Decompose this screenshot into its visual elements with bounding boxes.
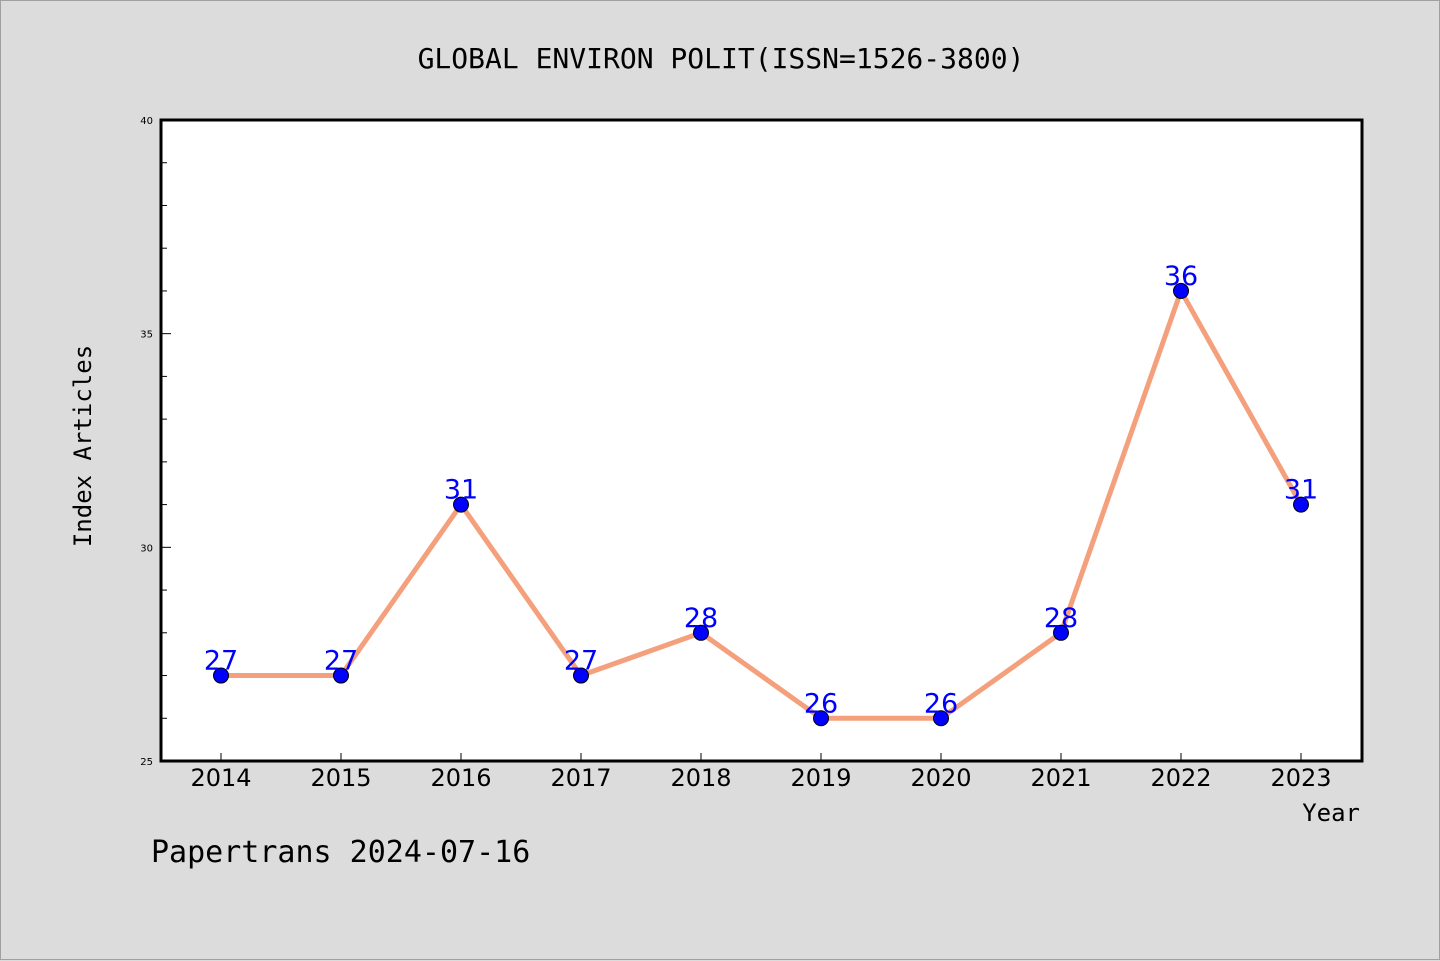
y-tick-label: 40: [140, 116, 153, 127]
data-label: 27: [204, 646, 238, 677]
data-label: 36: [1164, 261, 1198, 292]
x-tick-label: 2017: [550, 764, 611, 792]
data-point: [213, 667, 229, 684]
data-point: [573, 667, 589, 684]
y-tick-label: 30: [140, 543, 153, 554]
x-tick-label: 2018: [670, 764, 731, 792]
x-axis: 2014 2015 2016 2017 2018 2019 2020 2021 2022 2023: [190, 753, 1332, 792]
series-line: [218, 288, 1304, 721]
series-layer: 27 27 31 27 28 26 26 28 36 31: [204, 261, 1318, 727]
x-tick-label: 2022: [1150, 764, 1211, 792]
data-label: 28: [1044, 603, 1078, 634]
y-tick-label: 35: [140, 330, 153, 341]
data-label: 31: [1284, 475, 1318, 506]
chart-title: GLOBAL ENVIRON POLIT(ISSN=1526-3800): [418, 42, 1025, 75]
data-label: 27: [324, 646, 358, 677]
data-label: 31: [444, 475, 478, 506]
x-tick-label: 2015: [310, 764, 371, 792]
data-label: 28: [684, 603, 718, 634]
data-point: [333, 667, 349, 684]
plot-area: [159, 118, 1364, 763]
data-label: 26: [804, 688, 838, 719]
y-axis: 25 30 35 40: [140, 116, 171, 768]
x-tick-label: 2023: [1270, 764, 1331, 792]
x-tick-label: 2019: [790, 764, 851, 792]
y-axis-label: Index Articles: [69, 345, 97, 547]
x-tick-label: 2016: [430, 764, 491, 792]
data-point: [1293, 496, 1309, 513]
x-axis-label: Year: [1302, 799, 1360, 827]
x-tick-label: 2020: [910, 764, 971, 792]
data-point: [693, 624, 709, 641]
x-tick-label: 2021: [1030, 764, 1091, 792]
footer-watermark: Papertrans 2024-07-16: [151, 835, 531, 870]
data-point: [1053, 624, 1069, 641]
x-tick-label: 2014: [190, 764, 251, 792]
y-tick-label: 25: [140, 757, 153, 768]
data-label: 26: [924, 688, 958, 719]
data-point: [933, 710, 949, 727]
data-point: [453, 496, 469, 513]
data-point: [813, 710, 829, 727]
data-point: [1173, 282, 1189, 299]
data-label: 27: [564, 646, 598, 677]
